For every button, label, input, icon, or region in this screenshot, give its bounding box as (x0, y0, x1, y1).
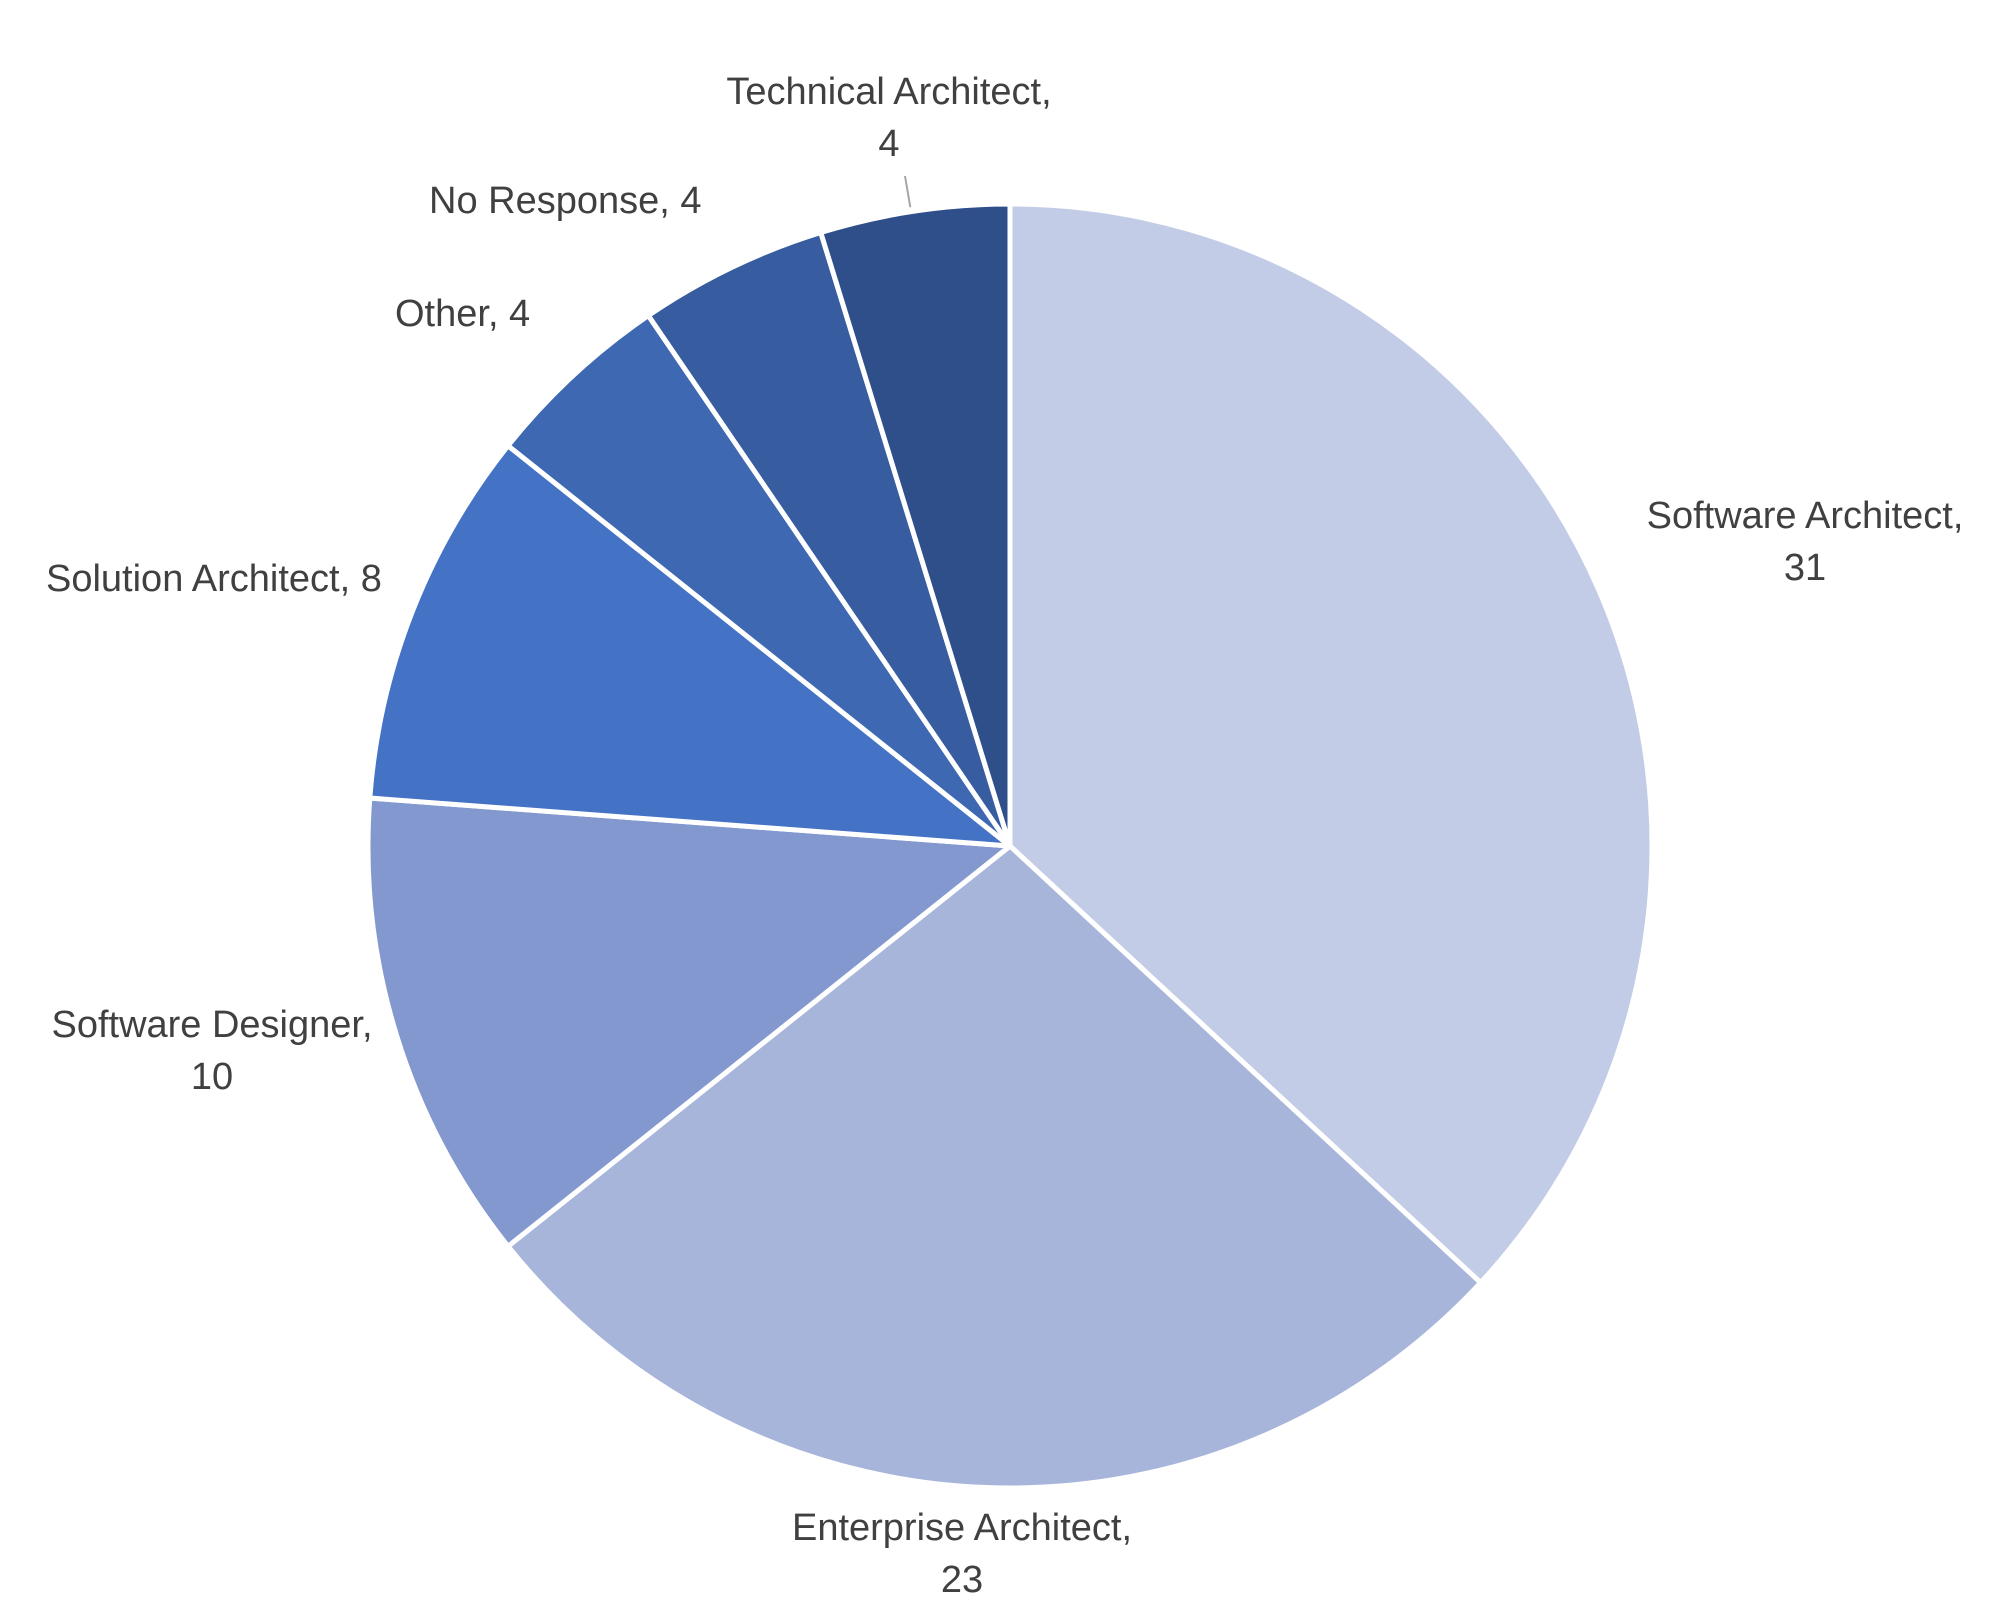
slice-solution-architect (367, 443, 1013, 849)
data-label-software-designer: Software Designer, 10 (51, 1004, 372, 1098)
data-label-no-response: No Response, 4 (429, 180, 702, 222)
data-label-technical-architect: Technical Architect, 4 (726, 71, 1051, 165)
data-label-other: Other, 4 (395, 293, 530, 335)
data-labels: Software Architect, 31 Enterprise Architec… (46, 71, 1963, 1601)
slice-software-architect (1007, 201, 1655, 1286)
data-label-enterprise-architect: Enterprise Architect, 23 (792, 1507, 1132, 1601)
data-label-line: Other, 4 (395, 293, 530, 335)
data-label-line: Enterprise Architect, (792, 1507, 1132, 1549)
data-label-solution-architect: Solution Architect, 8 (46, 558, 382, 600)
data-label-line: Solution Architect, 8 (46, 558, 382, 600)
data-label-software-architect: Software Architect, 31 (1647, 495, 1964, 589)
leader-lines (904, 175, 912, 208)
pie-slices (365, 201, 1655, 1491)
data-label-line: 31 (1784, 547, 1826, 589)
slice-enterprise-architect (505, 843, 1484, 1491)
slice-software-designer (365, 795, 1013, 1249)
data-label-line: No Response, 4 (429, 180, 702, 222)
slice-no-response (645, 230, 1013, 849)
data-label-line: 4 (878, 123, 899, 165)
data-label-line: Technical Architect, (726, 71, 1051, 113)
leader-line-technical-architect (904, 175, 912, 208)
slice-other (505, 313, 1013, 849)
slice-technical-architect (818, 201, 1013, 849)
data-label-line: Software Designer, (51, 1004, 372, 1046)
data-label-line: 23 (941, 1559, 983, 1601)
data-label-line: Software Architect, (1647, 495, 1964, 537)
data-label-line: 10 (191, 1056, 233, 1098)
